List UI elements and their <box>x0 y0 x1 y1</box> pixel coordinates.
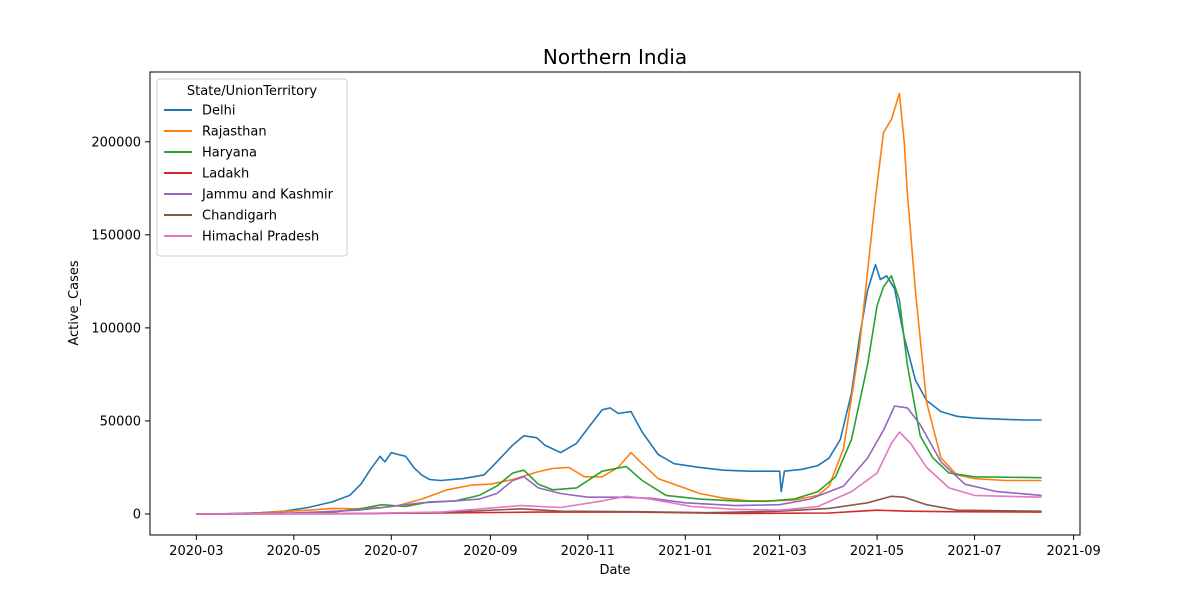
series-line-1 <box>196 92 1042 515</box>
x-tick-label-1: 2020-05 <box>267 544 321 559</box>
x-tick-label-4: 2020-11 <box>561 544 615 559</box>
x-tick-label-0: 2020-03 <box>169 544 223 559</box>
series-line-4 <box>196 405 1042 515</box>
x-axis-label: Date <box>599 563 630 578</box>
x-tick-label-3: 2020-09 <box>463 544 517 559</box>
x-axis: 2020-03 2020-05 2020-07 2020-09 2020-11 2021-… <box>169 535 1101 559</box>
y-tick-label-1: 50000 <box>100 414 141 429</box>
x-tick-label-8: 2021-07 <box>947 544 1001 559</box>
legend-box <box>156 78 348 257</box>
legend-entry-4: Jammu and Kashmir <box>201 188 334 203</box>
legend-entry-0: Delhi <box>202 104 235 119</box>
x-tick-label-2: 2020-07 <box>364 544 418 559</box>
legend-entry-6: Himachal Pradesh <box>202 230 319 245</box>
series-line-6 <box>196 431 1042 515</box>
y-tick-label-4: 200000 <box>91 135 141 150</box>
y-axis-label: Active_Cases <box>67 260 82 346</box>
x-tick-label-7: 2021-05 <box>850 544 904 559</box>
x-tick-label-9: 2021-09 <box>1046 544 1100 559</box>
y-axis: 0 50000 100000 150000 200000 <box>91 135 150 522</box>
legend-title: State/UnionTerritory <box>187 84 318 99</box>
legend-entry-5: Chandigarh <box>202 209 277 224</box>
plot-frame <box>149 71 1081 536</box>
series-line-2 <box>196 275 1042 515</box>
y-tick-label-2: 100000 <box>91 321 141 336</box>
series-line-5 <box>196 495 1042 515</box>
legend-entry-3: Ladakh <box>202 167 249 182</box>
plot-area <box>149 71 1081 536</box>
chart-title: Northern India <box>543 45 687 69</box>
legend-entry-2: Haryana <box>202 146 257 161</box>
x-tick-label-6: 2021-03 <box>752 544 806 559</box>
y-tick-label-3: 150000 <box>91 228 141 243</box>
legend: State/UnionTerritory Delhi Rajasthan Haryan… <box>156 78 348 257</box>
series-line-0 <box>196 263 1042 515</box>
x-tick-label-5: 2021-01 <box>658 544 712 559</box>
legend-entry-1: Rajasthan <box>202 125 267 140</box>
y-tick-label-0: 0 <box>133 507 141 522</box>
